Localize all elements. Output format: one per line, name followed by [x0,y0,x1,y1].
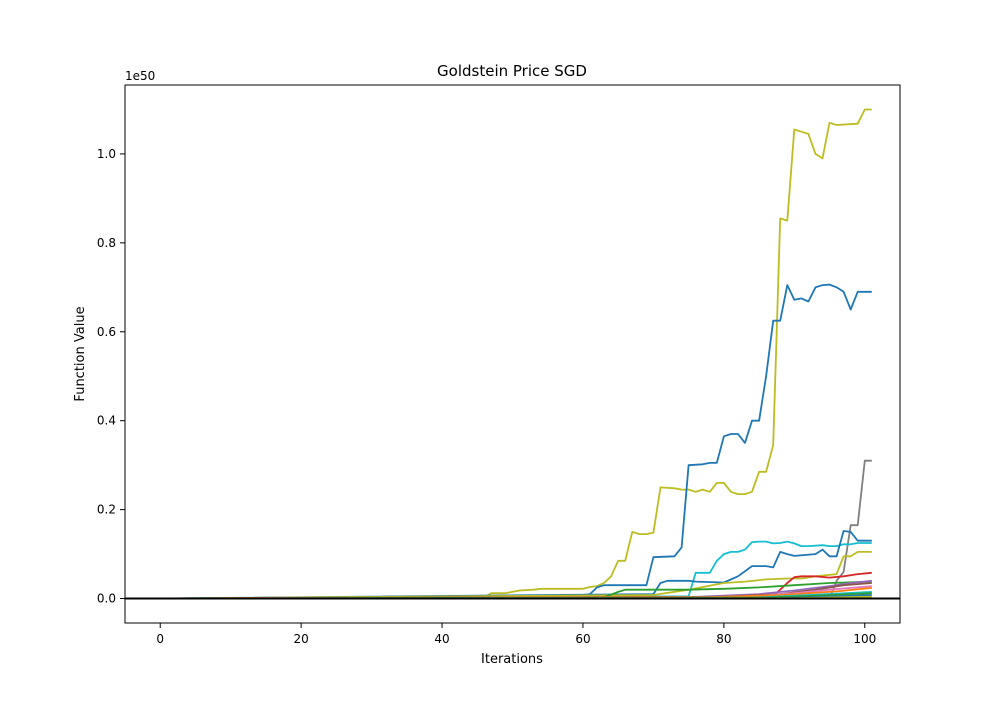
y-multiplier-label: 1e50 [125,69,155,83]
x-tick-label: 60 [575,632,590,646]
series-line-8 [160,580,872,600]
x-tick-label: 40 [434,632,449,646]
x-tick-label: 0 [156,632,164,646]
y-tick-label: 0.6 [97,325,116,339]
x-tick-label: 80 [716,632,731,646]
y-tick-label: 1.0 [97,147,116,161]
y-axis-ticks: 0.0 0.2 0.4 0.6 0.8 1.0 [97,147,125,606]
y-tick-label: 0.4 [97,414,116,428]
y-tick-label: 0.0 [97,592,116,606]
plot-area [124,84,901,624]
chart-title: Goldstein Price SGD [437,62,587,80]
series-line-6 [160,551,872,600]
series-line-5 [160,530,872,600]
x-axis-ticks: 0 20 40 60 80 100 [156,623,876,646]
series-line-1 [160,108,872,600]
y-tick-label: 0.8 [97,236,116,250]
series-line-4 [160,540,872,600]
axes-frame [124,84,901,624]
y-axis-label: Function Value [73,306,88,401]
y-tick-label: 0.2 [97,503,116,517]
series-line-3 [160,459,872,600]
series-line-2 [160,283,872,600]
x-tick-label: 100 [853,632,876,646]
series-layer [160,108,872,600]
x-tick-label: 20 [293,632,308,646]
x-axis-label: Iterations [481,652,543,667]
